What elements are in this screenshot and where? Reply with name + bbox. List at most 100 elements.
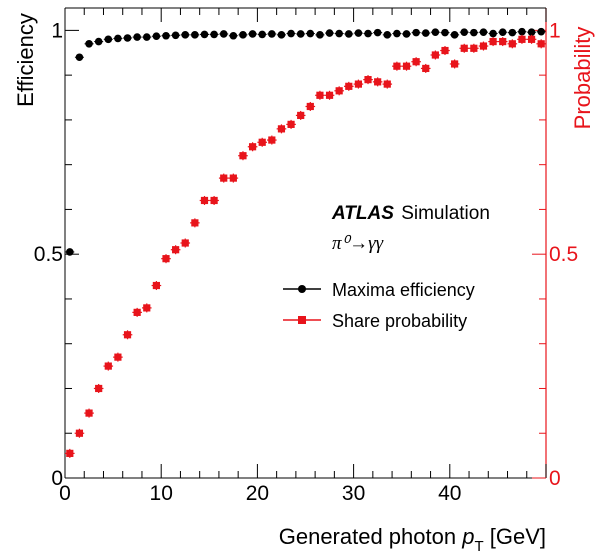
data-point — [470, 28, 478, 37]
data-point — [344, 30, 353, 38]
data-point — [498, 28, 507, 36]
data-point — [431, 51, 439, 59]
process-label: π⁰→γγ — [332, 233, 384, 254]
data-point — [142, 33, 151, 41]
data-point — [277, 31, 286, 39]
data-point — [374, 78, 382, 86]
data-point — [66, 248, 74, 256]
legend-marker-maxima — [298, 285, 306, 293]
x-axis-title-text: Generated photon — [279, 524, 462, 549]
data-point — [479, 42, 488, 50]
x-tick-label: 40 — [438, 482, 461, 505]
data-point — [85, 409, 93, 417]
data-point — [335, 29, 343, 38]
data-point — [191, 219, 199, 227]
data-point — [537, 27, 545, 36]
data-point — [171, 31, 180, 40]
data-point — [123, 331, 132, 339]
data-point — [133, 33, 141, 41]
x-tick-label: 0 — [59, 482, 71, 505]
data-point — [335, 87, 343, 95]
data-point — [297, 111, 305, 120]
data-point — [75, 53, 84, 62]
data-point — [316, 31, 324, 39]
legend-entry-maxima-efficiency: Maxima efficiency — [283, 280, 475, 300]
data-point — [239, 152, 247, 160]
data-point — [306, 102, 314, 111]
y-tick-label-right: 0.5 — [549, 243, 578, 266]
data-point — [489, 37, 497, 46]
data-point — [508, 28, 517, 37]
data-point — [383, 31, 392, 39]
data-point — [85, 40, 93, 48]
y-tick-label-left: 0 — [51, 467, 63, 490]
data-point — [499, 37, 507, 46]
data-point — [421, 29, 430, 37]
data-point — [239, 31, 247, 39]
data-point — [316, 91, 324, 99]
data-point — [287, 120, 295, 128]
data-point — [450, 31, 459, 39]
data-point — [152, 281, 160, 290]
data-point — [451, 60, 459, 68]
data-point — [354, 80, 363, 88]
atlas-label-simulation: Simulation — [401, 203, 490, 224]
data-point — [527, 35, 536, 43]
data-point — [345, 82, 353, 90]
data-point — [210, 196, 218, 205]
data-point — [527, 28, 536, 36]
data-point — [412, 58, 420, 66]
series-share-probability — [65, 34, 546, 458]
data-point — [470, 44, 478, 52]
data-point — [162, 31, 170, 40]
data-point — [268, 136, 276, 144]
data-point — [383, 80, 391, 88]
data-point — [104, 362, 112, 370]
data-series — [65, 27, 546, 458]
atlas-label-experiment: ATLAS — [331, 203, 394, 224]
data-point — [354, 29, 363, 37]
data-point — [277, 125, 286, 133]
y-axis-title-right: Probability — [570, 27, 595, 130]
data-point — [402, 62, 411, 70]
data-point — [258, 30, 267, 39]
data-point — [143, 304, 151, 312]
data-point — [152, 32, 161, 40]
y-axis-title-left: Efficiency — [13, 13, 38, 107]
data-point — [508, 40, 516, 48]
data-point — [518, 27, 526, 36]
y-tick-label-left: 1 — [51, 19, 63, 42]
x-tick-label: 20 — [246, 482, 269, 505]
data-point — [114, 353, 122, 361]
data-point — [114, 34, 122, 43]
data-point — [162, 255, 170, 263]
data-point — [229, 174, 237, 182]
data-point — [412, 28, 420, 37]
data-point — [402, 30, 411, 38]
data-point — [220, 174, 228, 182]
data-point — [306, 29, 315, 38]
atlas-label: ATLAS Simulation — [331, 203, 490, 224]
plot-frame — [64, 7, 547, 479]
y-tick-label-right: 0 — [549, 467, 561, 490]
data-point — [364, 29, 372, 38]
data-point — [422, 64, 430, 73]
data-point — [248, 30, 257, 38]
data-point — [258, 138, 266, 146]
y-tick-label-right: 1 — [549, 19, 561, 42]
x-axis-title-unit: [GeV] — [484, 524, 546, 549]
data-point — [537, 40, 545, 48]
data-point — [441, 28, 449, 37]
data-point — [460, 28, 469, 36]
x-tick-label: 10 — [150, 482, 173, 505]
data-point — [325, 91, 334, 99]
data-point — [296, 30, 305, 38]
legend: Maxima efficiency Share probability — [283, 280, 475, 331]
data-point — [104, 35, 113, 44]
data-point — [373, 28, 382, 37]
data-point — [441, 46, 449, 55]
x-axis-title-subscript: T — [474, 538, 483, 555]
data-point — [191, 31, 199, 39]
